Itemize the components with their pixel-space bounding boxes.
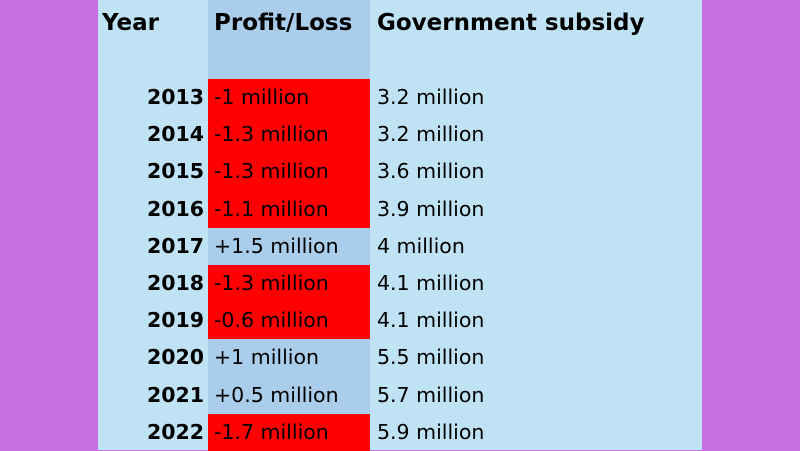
- header-government-subsidy: Government subsidy: [377, 10, 645, 36]
- table-row: 2022 -1.7 million 5.9 million: [98, 413, 702, 451]
- cell-government-subsidy: 5.7 million: [377, 382, 485, 407]
- cell-government-subsidy: 4.1 million: [377, 270, 485, 295]
- cell-year: 2018: [146, 270, 204, 295]
- header-year: Year: [102, 10, 160, 36]
- table-row: 2017 +1.5 million 4 million: [98, 228, 702, 265]
- table-body: 2013 -1 million 3.2 million 2014 -1.3 millio…: [98, 79, 702, 451]
- table-row: 2018 -1.3 million 4.1 million: [98, 264, 702, 303]
- cell-year: 2015: [146, 159, 204, 184]
- cell-year: 2021: [146, 382, 204, 407]
- table-row: 2014 -1.3 million 3.2 million: [98, 116, 702, 154]
- cell-profit-loss: +0.5 million: [214, 382, 339, 407]
- cell-profit-loss: -1.3 million: [208, 153, 370, 191]
- cell-profit-loss: -0.6 million: [208, 302, 370, 340]
- cell-year: 2017: [146, 233, 204, 258]
- spreadsheet-table: Year Profit/Loss Government subsidy 2013…: [98, 0, 702, 451]
- cell-government-subsidy: 5.9 million: [377, 419, 485, 444]
- cell-government-subsidy: 3.2 million: [377, 122, 485, 147]
- table-row: 2016 -1.1 million 3.9 million: [98, 190, 702, 228]
- table-row: 2021 +0.5 million 5.7 million: [98, 377, 702, 414]
- header-profit-loss: Profit/Loss: [214, 10, 353, 36]
- cell-profit-loss: -1.3 million: [208, 264, 370, 303]
- cell-profit-loss: +1 million: [214, 345, 320, 370]
- cell-profit-loss: -1.7 million: [208, 413, 370, 451]
- cell-year: 2022: [146, 419, 204, 444]
- cell-government-subsidy: 3.6 million: [377, 159, 485, 184]
- cell-government-subsidy: 4 million: [377, 233, 465, 258]
- cell-government-subsidy: 5.5 million: [377, 345, 485, 370]
- cell-profit-loss: -1 million: [208, 79, 370, 117]
- cell-year: 2020: [146, 345, 204, 370]
- cell-year: 2013: [146, 85, 204, 109]
- table-row: 2015 -1.3 million 3.6 million: [98, 153, 702, 191]
- cell-government-subsidy: 3.9 million: [377, 196, 485, 221]
- cell-year: 2014: [146, 122, 204, 147]
- cell-profit-loss: +1.5 million: [214, 233, 339, 258]
- cell-government-subsidy: 3.2 million: [377, 85, 485, 109]
- table-row: 2020 +1 million 5.5 million: [98, 339, 702, 376]
- table-row: 2019 -0.6 million 4.1 million: [98, 302, 702, 340]
- cell-year: 2019: [146, 308, 204, 333]
- cell-year: 2016: [146, 196, 204, 221]
- cell-profit-loss: -1.3 million: [208, 116, 370, 154]
- cell-government-subsidy: 4.1 million: [377, 308, 485, 333]
- cell-profit-loss: -1.1 million: [208, 190, 370, 228]
- table-row: 2013 -1 million 3.2 million: [98, 79, 702, 117]
